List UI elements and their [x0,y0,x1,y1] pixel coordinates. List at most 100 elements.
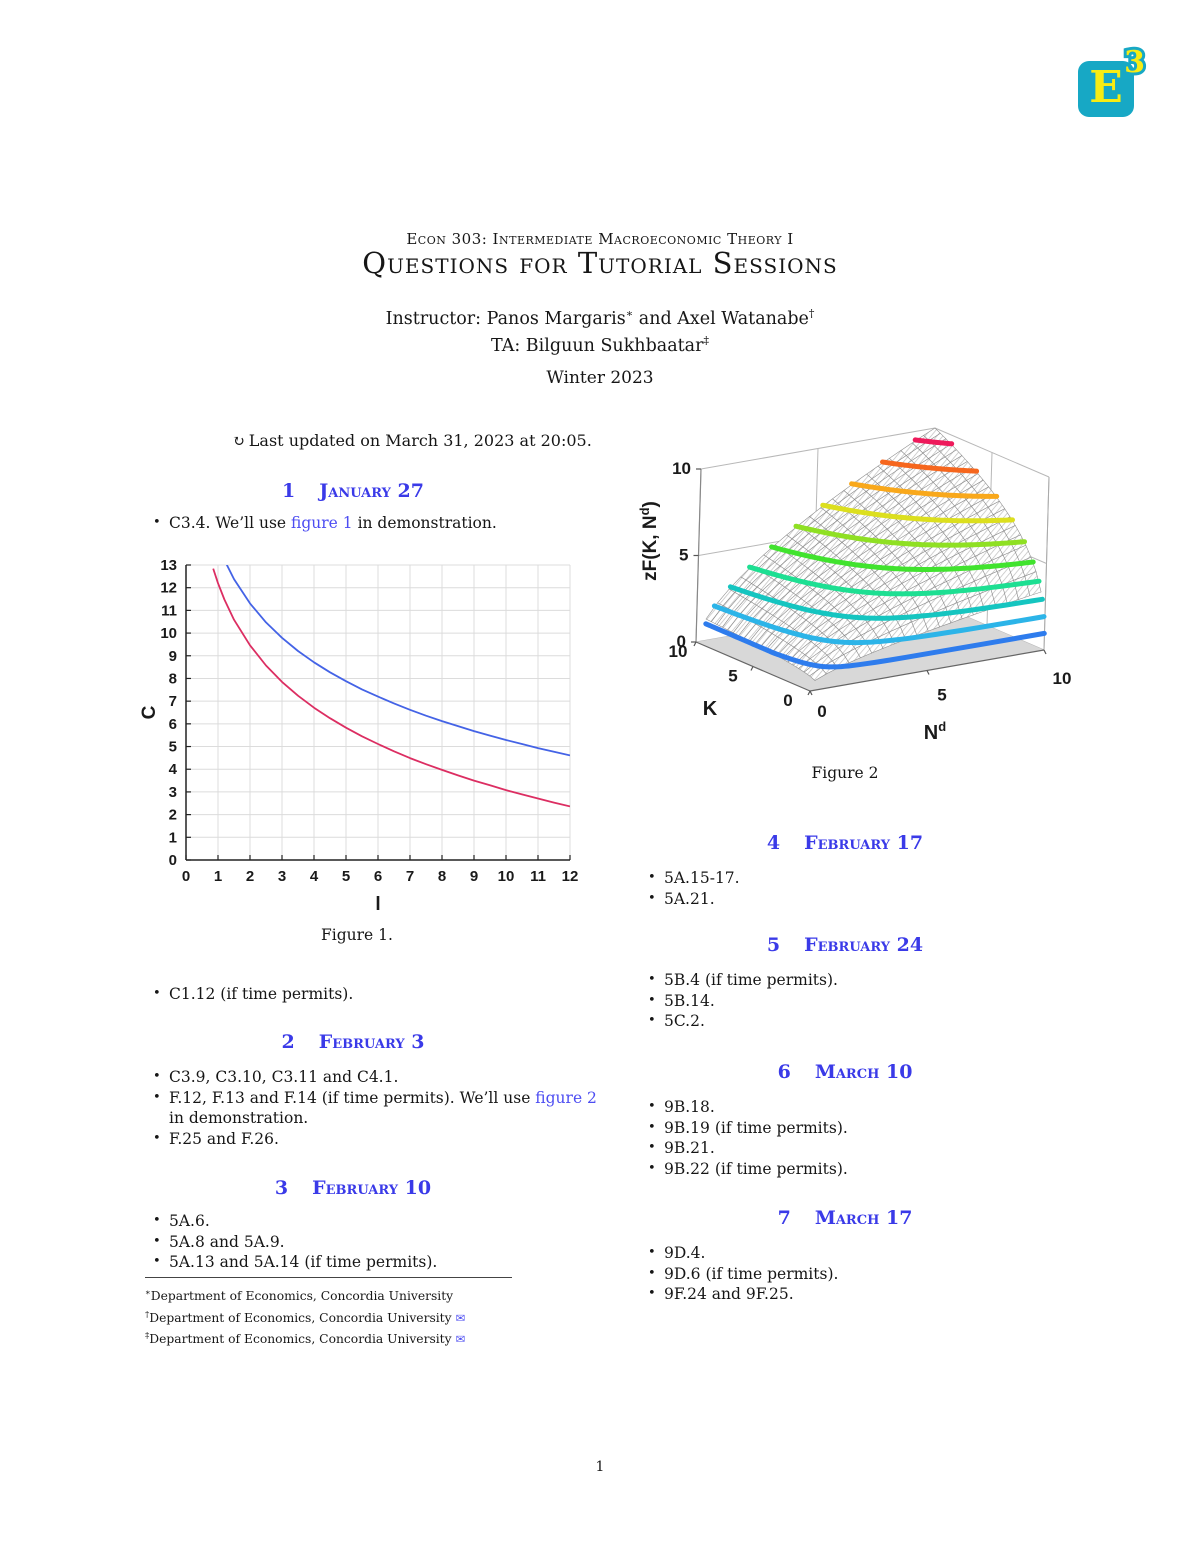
footnote: ∗Department of Economics, Concordia Univ… [145,1284,545,1306]
list-item: 9B.21. [647,1138,1097,1159]
svg-text:9: 9 [470,868,478,885]
bullet-text: C1.12 (if time permits). [169,985,354,1003]
page-title: Questions for Tutorial Sessions [362,246,838,280]
bullet-text: F.25 and F.26. [169,1129,279,1148]
svg-text:5: 5 [728,667,737,686]
list-item: 5A.15-17. [647,868,1097,889]
list-item: C3.9, C3.10, C3.11 and C4.1. [152,1067,604,1088]
bullet-text: F.12, F.13 and F.14 (if time permits). W… [169,1088,536,1107]
list-item: 9B.19 (if time permits). [647,1118,1097,1139]
bullet-text: 5B.14. [664,991,715,1010]
svg-text:8: 8 [438,868,446,885]
instructor-line: Instructor: Panos Margaris∗ and Axel Wat… [385,307,815,329]
svg-text:8: 8 [169,670,177,687]
footnote-text: Department of Economics, Concordia Unive… [149,1310,452,1325]
section-heading-march-17: 7 March 17 [777,1207,913,1229]
bullet-text: 5A.21. [664,889,715,908]
section-heading-january-27: 1 January 27 [282,480,424,502]
svg-text:10: 10 [498,868,515,885]
bullet-text: 5B.4 (if time permits). [664,971,838,989]
list-item: 5C.2. [647,1011,1097,1032]
svg-text:2: 2 [169,807,177,824]
svg-text:10: 10 [1053,669,1072,688]
bullet-text: C3.9, C3.10, C3.11 and C4.1. [169,1068,399,1086]
figure-link[interactable]: figure 1 [291,514,353,532]
bullet-list-section-5: 5B.4 (if time permits). 5B.14. 5C.2. [647,970,1097,1032]
list-item: 5A.8 and 5A.9. [152,1232,602,1253]
section-heading-february-17: 4 February 17 [766,832,924,854]
last-updated-line: ↻ Last updated on March 31, 2023 at 20:05… [232,431,592,450]
list-item: 5B.14. [647,991,1097,1012]
list-item: 9F.24 and 9F.25. [647,1284,1097,1305]
list-item: F.12, F.13 and F.14 (if time permits). W… [152,1088,604,1129]
email-icon[interactable]: ✉ [455,1332,466,1347]
bullet-text: 5A.15-17. [664,869,740,887]
page-number: 1 [595,1459,605,1475]
svg-text:6: 6 [374,868,382,885]
list-item: 5B.4 (if time permits). [647,970,1097,991]
svg-text:0: 0 [817,702,826,721]
svg-text:5: 5 [342,868,350,885]
svg-text:11: 11 [530,868,546,885]
svg-text:0: 0 [677,632,686,651]
bullet-list-section-2: C3.9, C3.10, C3.11 and C4.1. F.12, F.13 a… [152,1067,604,1149]
bullet-list-section-3: 5A.6. 5A.8 and 5A.9. 5A.13 and 5A.14 (if t… [152,1211,602,1273]
svg-text:0: 0 [783,691,792,710]
svg-text:1: 1 [214,868,222,885]
list-item: 5A.6. [152,1211,602,1232]
bullet-text: 9B.21. [664,1139,715,1158]
bullet-text: 9D.4. [664,1244,706,1262]
list-item: C1.12 (if time permits). [152,984,602,1005]
figure-2-caption: Figure 2 [811,764,879,782]
svg-text:0: 0 [182,868,190,885]
footnotes: ∗Department of Economics, Concordia Univ… [145,1284,545,1349]
bullet-list-section-6: 9B.18. 9B.19 (if time permits). 9B.21.9B.2… [647,1097,1097,1179]
svg-text:7: 7 [169,693,177,710]
svg-text:13: 13 [160,557,177,574]
svg-text:12: 12 [562,868,579,885]
svg-text:zF(K, Nd): zF(K, Nd) [637,501,661,581]
svg-text:2: 2 [246,868,254,885]
list-item: F.25 and F.26. [152,1129,604,1150]
svg-text:Nd: Nd [924,719,946,744]
bullet-text: in demonstration. [169,1109,309,1128]
logo-letter: E [1089,62,1123,113]
bullet-list-section-1b: C1.12 (if time permits). [152,984,602,1005]
footnote-rule [145,1277,512,1279]
svg-text:7: 7 [406,868,414,885]
footnote-marker: ‡ [145,1331,150,1342]
refresh-icon: ↻ [232,432,245,450]
bullet-list-section-4: 5A.15-17. 5A.21. [647,868,1097,909]
svg-text:5: 5 [169,739,177,756]
bullet-text: 9B.18. [664,1098,715,1116]
bullet-text: in demonstration. [352,514,497,532]
bullet-list-section-7: 9D.4. 9D.6 (if time permits). 9F.24 and 9F… [647,1243,1097,1305]
svg-text:C: C [140,705,160,719]
svg-text:K: K [703,698,718,720]
term-line: Winter 2023 [546,368,654,388]
section-heading-march-10: 6 March 10 [777,1061,913,1083]
svg-text:5: 5 [937,686,946,705]
section-heading-february-24: 5 February 24 [766,934,924,956]
bullet-text: 5A.6. [169,1212,210,1230]
course-title: Econ 303: Intermediate Macroeconomic The… [406,230,794,248]
bullet-text: 9B.19 (if time permits). [664,1118,848,1137]
list-item: 9B.18. [647,1097,1097,1118]
footnote-text: Department of Economics, Concordia Unive… [150,1289,454,1304]
email-icon[interactable]: ✉ [455,1310,466,1325]
svg-text:4: 4 [310,868,319,885]
footnote: †Department of Economics, Concordia Univ… [145,1306,545,1328]
section-heading-february-3: 2 February 3 [281,1031,425,1053]
e3-logo: E 3 [1078,42,1148,117]
svg-text:1: 1 [169,829,177,846]
svg-text:0: 0 [169,852,177,869]
svg-text:3: 3 [278,868,286,885]
svg-text:3: 3 [169,784,177,801]
svg-text:9: 9 [169,648,177,665]
svg-text:12: 12 [160,580,177,597]
list-item: 9D.4. [647,1243,1097,1264]
figure-link[interactable]: figure 2 [535,1088,597,1107]
bullet-text: 9D.6 (if time permits). [664,1264,839,1283]
